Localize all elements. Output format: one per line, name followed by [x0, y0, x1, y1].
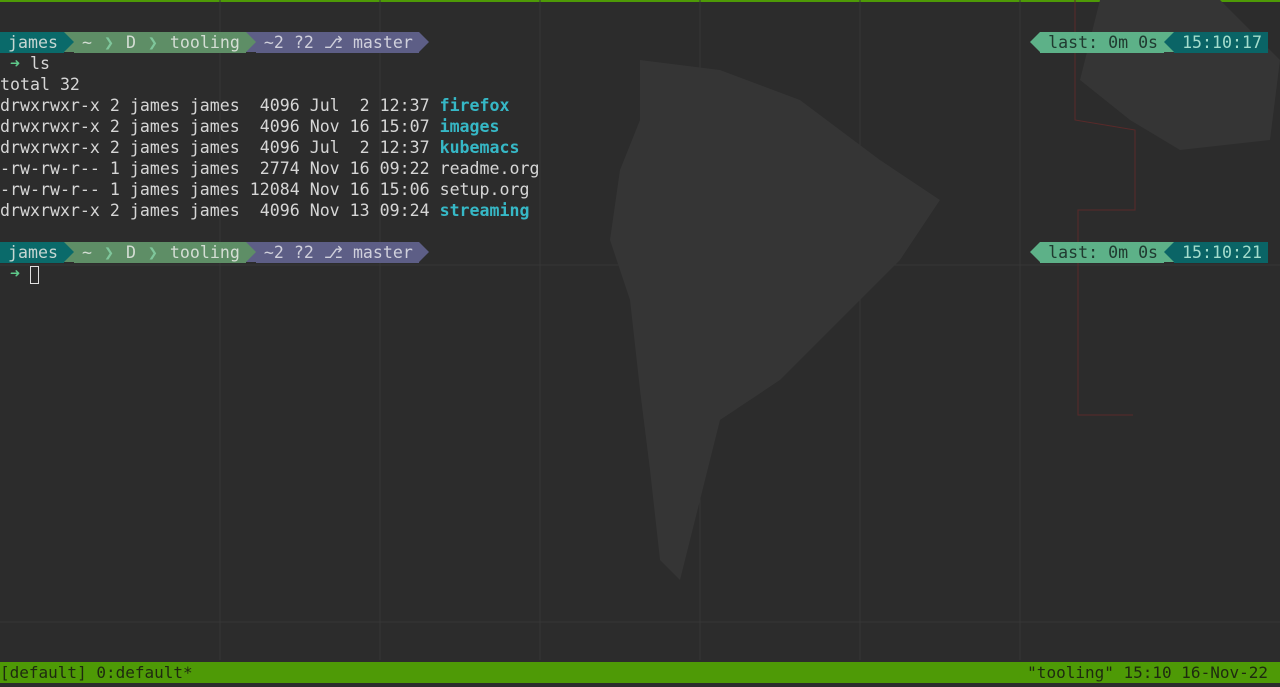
file-name[interactable]: setup.org: [439, 180, 530, 199]
command-line[interactable]: ➜: [0, 263, 39, 284]
ls-total: total 32: [0, 75, 80, 94]
terminal-cursor: [30, 265, 39, 284]
ls-row: drwxrwxr-x 2 james james 4096 Nov 16 15:…: [0, 117, 500, 136]
ls-row: -rw-rw-r-- 1 james james 12084 Nov 16 15…: [0, 180, 530, 199]
command-line: ➜ ls: [0, 53, 50, 74]
git-status: ~2 ?2: [263, 33, 314, 52]
prompt-path: ~ ❯ D ❯ tooling: [73, 242, 246, 263]
prompt-path: ~ ❯ D ❯ tooling: [73, 32, 246, 53]
path-part: D: [125, 33, 136, 52]
git-branch-icon: ⎇: [323, 243, 343, 262]
prompt-right: last: 0m 0s 15:10:21: [1030, 242, 1268, 263]
prompt-git: ~2 ?2 ⎇ master: [255, 242, 419, 263]
git-status: ~2 ?2: [263, 243, 314, 262]
file-name[interactable]: firefox: [439, 96, 510, 115]
prompt-time: 15:10:17: [1174, 32, 1268, 53]
path-part: ~: [81, 33, 92, 52]
ls-row: drwxrwxr-x 2 james james 4096 Jul 2 12:3…: [0, 138, 520, 157]
prompt-git: ~2 ?2 ⎇ master: [255, 32, 419, 53]
window-top-border: [0, 0, 1280, 2]
command-text: ls: [30, 54, 50, 73]
file-name[interactable]: images: [439, 117, 500, 136]
segment-arrow: [245, 32, 256, 52]
prompt-bar: james ~ ❯ D ❯ tooling ~2 ?2 ⎇ master: [0, 242, 429, 263]
prompt-arrow-icon: ➜: [10, 264, 20, 283]
git-branch: master: [352, 243, 413, 262]
prompt-user: james: [0, 32, 64, 53]
ls-row: drwxrwxr-x 2 james james 4096 Jul 2 12:3…: [0, 96, 510, 115]
prompt-arrow-icon: ➜: [10, 54, 20, 73]
file-name[interactable]: streaming: [439, 201, 530, 220]
prompt-time: 15:10:21: [1174, 242, 1268, 263]
tmux-session-windows[interactable]: [default] 0:default*: [0, 663, 193, 682]
prompt-user: james: [0, 242, 64, 263]
ls-row: drwxrwxr-x 2 james james 4096 Nov 13 09:…: [0, 201, 530, 220]
path-part: ~: [81, 243, 92, 262]
last-duration: last: 0m 0s: [1040, 32, 1165, 53]
segment-arrow: [63, 32, 74, 52]
tmux-status-bar: [default] 0:default* "tooling" 15:10 16-…: [0, 662, 1280, 683]
ls-row: -rw-rw-r-- 1 james james 2774 Nov 16 09:…: [0, 159, 540, 178]
path-part: tooling: [169, 33, 240, 52]
last-duration: last: 0m 0s: [1040, 242, 1165, 263]
prompt-bar: james ~ ❯ D ❯ tooling ~2 ?2 ⎇ master: [0, 32, 429, 53]
prompt-right: last: 0m 0s 15:10:17: [1030, 32, 1268, 53]
path-part: D: [125, 243, 136, 262]
git-branch: master: [352, 33, 413, 52]
git-branch-icon: ⎇: [323, 33, 343, 52]
path-part: tooling: [169, 243, 240, 262]
tmux-status-right: "tooling" 15:10 16-Nov-22: [1027, 663, 1268, 682]
file-name[interactable]: kubemacs: [439, 138, 520, 157]
file-name[interactable]: readme.org: [439, 159, 540, 178]
segment-arrow: [418, 32, 429, 52]
